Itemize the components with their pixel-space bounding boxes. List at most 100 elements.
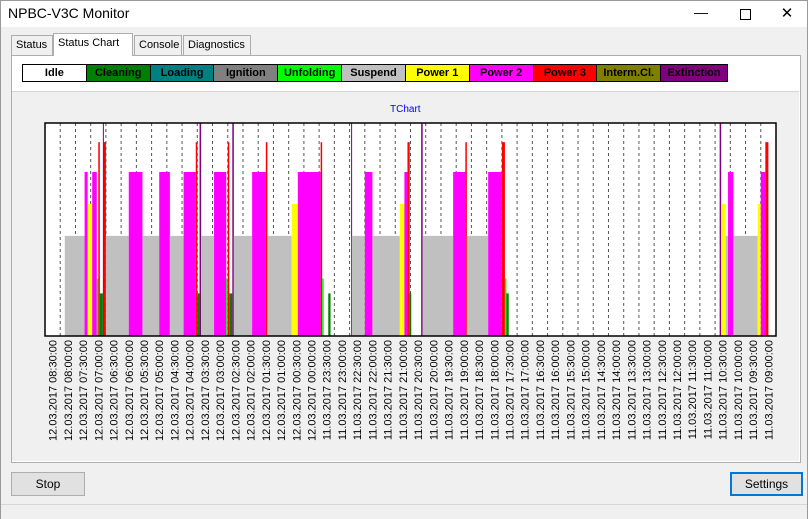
legend-item-extinction: Extinction <box>661 65 727 81</box>
x-tick-label: 12.03.2017 06:00:00 <box>124 340 136 441</box>
x-tick-label: 11.03.2017 18:00:00 <box>489 340 501 440</box>
bar-power-2 <box>92 171 97 336</box>
legend-item-ignition: Ignition <box>214 65 279 81</box>
bar-power-3 <box>465 142 467 336</box>
bar-power-2 <box>760 171 766 336</box>
x-tick-label: 12.03.2017 04:00:00 <box>185 340 197 441</box>
bar-power-2 <box>728 171 734 336</box>
x-tick-label: 11.03.2017 09:30:00 <box>748 340 760 440</box>
x-tick-label: 12.03.2017 07:00:00 <box>93 340 105 441</box>
x-tick-label: 11.03.2017 10:00:00 <box>733 340 745 440</box>
x-tick-label: 11.03.2017 19:00:00 <box>459 340 471 440</box>
x-tick-label: 11.03.2017 16:30:00 <box>535 340 547 440</box>
bar-cleaning <box>506 293 509 336</box>
bar-extinction <box>421 123 423 336</box>
settings-button[interactable]: Settings <box>730 472 803 496</box>
legend-item-power-1: Power 1 <box>405 65 470 81</box>
bar-extinction <box>232 123 234 336</box>
tab-status-chart[interactable]: Status Chart <box>53 33 133 56</box>
x-tick-label: 11.03.2017 19:30:00 <box>444 340 456 440</box>
bar-power-3 <box>407 142 410 336</box>
bar-power-3 <box>98 142 100 336</box>
x-tick-label: 12.03.2017 07:30:00 <box>78 340 90 441</box>
x-tick-label: 11.03.2017 10:30:00 <box>718 340 730 440</box>
bar-power-2 <box>159 171 170 336</box>
bar-cleaning <box>229 293 233 336</box>
close-icon[interactable]: ✕ <box>780 5 794 22</box>
tab-diagnostics[interactable]: Diagnostics <box>183 35 251 55</box>
bar-suspend <box>233 235 253 336</box>
x-tick-label: 12.03.2017 08:30:00 <box>48 340 60 441</box>
bar-cleaning <box>409 293 412 336</box>
bar-power-1 <box>291 203 298 336</box>
legend-item-interm-cl: Interm.Cl. <box>597 65 662 81</box>
bar-power-2 <box>297 171 321 336</box>
state-legend: Idle Cleaning Loading Ignition Unfolding Susp… <box>22 64 728 82</box>
bar-power-1 <box>757 203 761 336</box>
bar-suspend <box>372 235 400 336</box>
bar-cleaning <box>99 293 103 336</box>
x-tick-label: 12.03.2017 00:00:00 <box>307 340 319 441</box>
bar-power-1 <box>721 203 726 336</box>
x-tick-label: 11.03.2017 21:00:00 <box>398 340 410 440</box>
bar-power-3 <box>227 142 230 336</box>
x-tick-label: 11.03.2017 13:30:00 <box>626 340 638 440</box>
x-tick-label: 11.03.2017 13:00:00 <box>642 340 654 440</box>
legend-item-suspend: Suspend <box>342 65 406 81</box>
bar-suspend <box>105 235 129 336</box>
bar-power-2 <box>488 171 502 336</box>
bar-suspend <box>169 235 184 336</box>
bar-power-1 <box>399 203 405 336</box>
x-tick-label: 11.03.2017 22:00:00 <box>367 340 379 440</box>
x-tick-label: 11.03.2017 15:30:00 <box>565 340 577 440</box>
bar-power-3 <box>501 142 505 336</box>
window-title: NPBC-V3C Monitor <box>8 5 130 21</box>
x-tick-label: 12.03.2017 03:30:00 <box>200 340 212 441</box>
bar-suspend <box>267 235 292 336</box>
x-tick-label: 12.03.2017 08:00:00 <box>63 340 75 441</box>
stop-button[interactable]: Stop <box>11 472 85 496</box>
x-tick-label: 11.03.2017 14:00:00 <box>611 340 623 440</box>
x-tick-label: 12.03.2017 01:00:00 <box>276 340 288 441</box>
bar-suspend <box>466 235 489 336</box>
x-tick-label: 11.03.2017 11:00:00 <box>702 340 714 439</box>
legend-item-unfolding: Unfolding <box>278 65 343 81</box>
chart-title: TChart <box>390 104 421 115</box>
legend-item-loading: Loading <box>150 65 215 81</box>
bar-power-2 <box>128 171 143 336</box>
minimize-icon[interactable]: — <box>694 4 708 20</box>
tab-status[interactable]: Status <box>11 35 53 55</box>
bar-power-2 <box>453 171 466 336</box>
bar-power-2 <box>404 171 408 336</box>
legend-item-power-3: Power 3 <box>533 65 598 81</box>
bar-suspend <box>725 235 729 336</box>
bar-power-3 <box>765 142 769 336</box>
x-tick-label: 11.03.2017 12:30:00 <box>657 340 669 440</box>
bar-cleaning <box>328 293 331 336</box>
bar-suspend <box>351 235 365 336</box>
x-tick-label: 12.03.2017 05:00:00 <box>154 340 166 441</box>
bar-power-3 <box>195 142 198 336</box>
bar-power-2 <box>84 171 88 336</box>
legend-item-cleaning: Cleaning <box>86 65 151 81</box>
bar-extinction <box>102 123 104 336</box>
x-tick-label: 11.03.2017 20:00:00 <box>428 340 440 440</box>
bar-unfolding <box>322 278 324 336</box>
status-chart: 12.03.2017 08:30:00 12.03.2017 08:00:00 12… <box>44 122 777 441</box>
status-bar <box>1 504 807 519</box>
x-tick-label: 11.03.2017 21:30:00 <box>383 340 395 440</box>
x-tick-label: 11.03.2017 17:30:00 <box>504 340 516 440</box>
plot-frame <box>44 122 777 337</box>
x-tick-label: 12.03.2017 02:00:00 <box>246 340 258 441</box>
x-tick-label: 11.03.2017 17:00:00 <box>520 340 532 440</box>
bar-extinction <box>719 123 722 336</box>
x-tick-label: 12.03.2017 00:30:00 <box>291 340 303 441</box>
x-tick-label: 12.03.2017 02:30:00 <box>230 340 242 441</box>
bar-unfolding <box>504 278 507 336</box>
x-tick-label: 11.03.2017 15:00:00 <box>581 340 593 440</box>
bar-suspend <box>201 235 215 336</box>
maximize-icon[interactable] <box>725 1 765 27</box>
tab-console[interactable]: Console <box>134 35 182 55</box>
bar-power-2 <box>183 171 196 336</box>
bar-extinction <box>351 123 353 336</box>
